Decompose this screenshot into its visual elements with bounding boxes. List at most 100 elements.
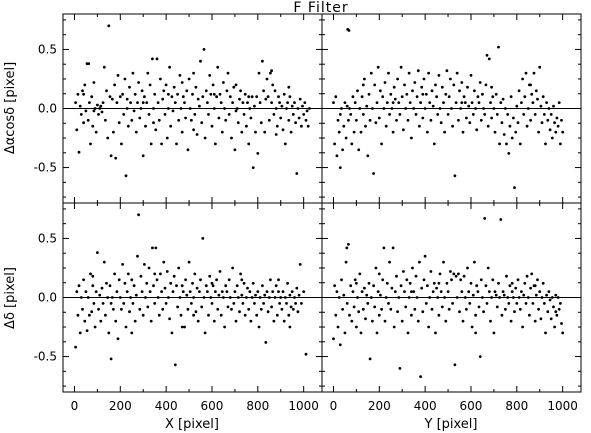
data-point [273, 296, 277, 299]
data-point [391, 246, 395, 250]
data-point [341, 148, 344, 152]
data-point [141, 154, 145, 158]
data-point [373, 83, 377, 87]
data-point [230, 136, 233, 140]
data-point [355, 325, 358, 329]
data-point [431, 290, 435, 293]
data-point [538, 65, 542, 69]
data-point [113, 83, 116, 87]
data-point [289, 130, 293, 134]
data-point [396, 310, 399, 314]
data-point [351, 95, 355, 99]
data-point [153, 272, 157, 276]
data-point [366, 302, 370, 305]
data-point [477, 101, 481, 104]
data-point [191, 281, 194, 285]
data-point [406, 118, 410, 122]
data-point [501, 97, 505, 101]
data-point [168, 317, 172, 321]
data-point [304, 352, 308, 356]
ticks-layer: 0 200 400 600 800 1000 0.5 0.0 -0.5 [34, 203, 322, 413]
data-point [436, 296, 440, 299]
data-point [171, 290, 175, 293]
data-point [360, 95, 364, 99]
data-point [397, 101, 401, 104]
data-point [382, 107, 386, 110]
data-point [129, 296, 133, 299]
data-point [510, 281, 514, 285]
data-point [305, 109, 309, 113]
data-point [246, 286, 249, 290]
data-point [165, 136, 169, 140]
data-point [176, 92, 180, 96]
data-point [335, 290, 339, 293]
data-point [224, 284, 228, 288]
data-point [282, 92, 286, 96]
data-point [546, 118, 550, 122]
data-point [530, 272, 534, 276]
data-point [282, 319, 286, 323]
data-point [352, 130, 356, 134]
data-point [426, 130, 429, 134]
data-point [532, 71, 536, 75]
data-point [359, 130, 363, 134]
data-point [466, 85, 469, 89]
data-point [194, 85, 198, 89]
data-point [228, 296, 232, 299]
data-point [525, 274, 529, 278]
data-point [381, 278, 385, 282]
data-point [92, 109, 96, 113]
points-layer [332, 28, 565, 190]
data-point [479, 278, 483, 282]
data-point [395, 274, 398, 278]
data-point [78, 104, 82, 108]
data-point [349, 113, 353, 116]
x-tick-label: 1000 [288, 399, 319, 413]
data-point [340, 278, 343, 282]
data-point [75, 290, 79, 293]
data-point [430, 89, 434, 93]
data-point [333, 142, 336, 146]
ticks-layer: 0.5 0.0 -0.5 [34, 14, 322, 203]
data-point [279, 116, 283, 120]
data-point [449, 77, 452, 81]
data-point [199, 59, 202, 63]
data-point [285, 107, 288, 110]
data-point [175, 142, 178, 146]
data-point [443, 130, 446, 134]
data-point [485, 302, 489, 305]
data-point [475, 284, 479, 288]
data-point [130, 118, 134, 122]
data-point [210, 124, 214, 128]
data-point [402, 128, 405, 132]
data-point [124, 174, 128, 178]
data-point [109, 154, 113, 158]
data-point [83, 83, 87, 87]
data-point [444, 92, 448, 96]
data-point [367, 281, 371, 285]
data-point [82, 121, 85, 125]
data-point [450, 107, 453, 110]
data-point [411, 266, 414, 270]
data-point [209, 92, 213, 96]
data-point [208, 274, 212, 278]
data-point [121, 263, 124, 266]
data-point [407, 71, 411, 75]
data-point [531, 302, 535, 305]
data-point [303, 101, 307, 104]
data-point [385, 281, 389, 285]
data-point [559, 142, 562, 146]
data-point [476, 290, 480, 293]
data-point [374, 266, 378, 270]
y-tick-label: -0.5 [34, 350, 57, 364]
data-point [204, 284, 208, 288]
data-point [467, 290, 471, 293]
data-point [247, 142, 251, 146]
data-point [285, 302, 288, 305]
data-point [544, 142, 547, 146]
data-point [125, 97, 129, 101]
data-point [255, 95, 259, 99]
data-point [122, 113, 126, 116]
data-point [143, 263, 146, 266]
data-point [361, 83, 365, 87]
